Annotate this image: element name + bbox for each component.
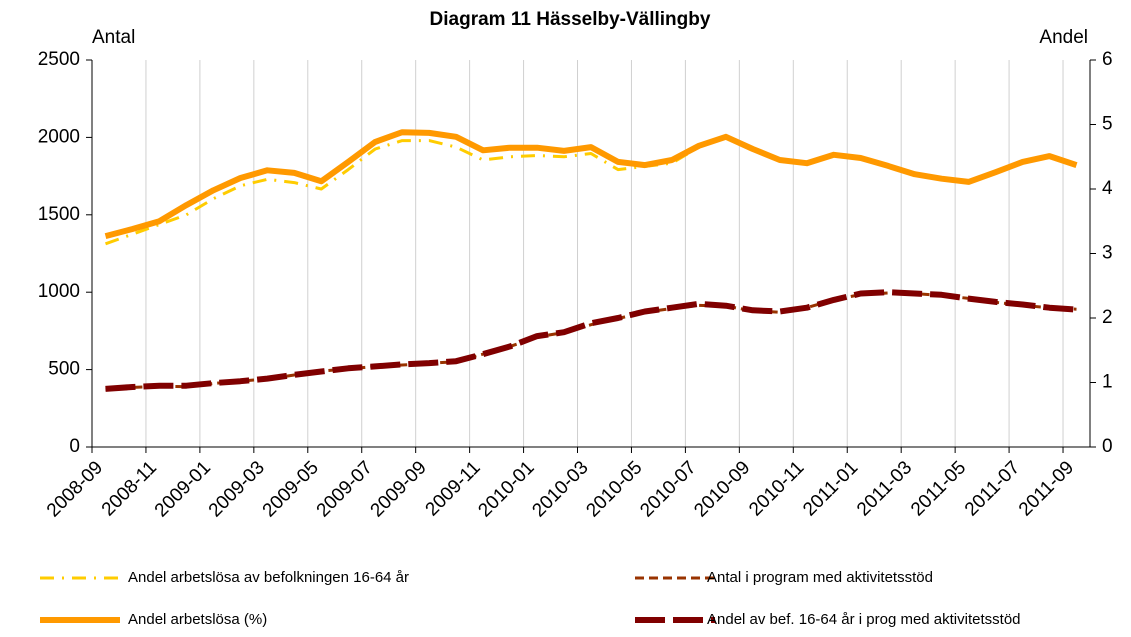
x-tick-label: 2010-03 <box>528 457 592 521</box>
legend-label: Antal i program med aktivitetsstöd <box>707 569 933 586</box>
y-tick-label: 2000 <box>38 126 80 147</box>
x-tick-label: 2010-07 <box>636 457 700 521</box>
x-tick-label: 2009-07 <box>313 457 377 521</box>
legend-label: Andel arbetslösa av befolkningen 16-64 å… <box>128 569 409 586</box>
y2-tick-label: 0 <box>1102 436 1113 457</box>
y-tick-label: 0 <box>69 436 80 457</box>
y2-tick-label: 3 <box>1102 243 1113 264</box>
y-axis-label: Antal <box>92 27 135 48</box>
y2-tick-label: 1 <box>1102 372 1113 393</box>
x-tick-label: 2009-05 <box>259 457 323 521</box>
y-tick-label: 1000 <box>38 281 80 302</box>
x-tick-label: 2008-09 <box>43 457 107 521</box>
x-tick-label: 2010-09 <box>690 457 754 521</box>
x-tick-label: 2011-05 <box>907 457 970 520</box>
legend-label: Andel av bef. 16-64 år i prog med aktivi… <box>707 611 1021 628</box>
x-tick-label: 2011-07 <box>961 457 1024 520</box>
y2-tick-label: 5 <box>1102 114 1113 135</box>
x-tick-label: 2010-11 <box>745 457 808 520</box>
x-tick-label: 2009-11 <box>422 457 485 520</box>
line-series <box>104 129 1078 240</box>
x-tick-label: 2011-09 <box>1015 457 1078 520</box>
line-series <box>105 291 1077 392</box>
x-tick-label: 2010-01 <box>474 457 538 521</box>
y2-tick-label: 2 <box>1102 307 1113 328</box>
x-tick-label: 2008-11 <box>98 457 161 520</box>
chart-title: Diagram 11 Hässelby-Vällingby <box>430 9 711 30</box>
y-tick-label: 2500 <box>38 49 80 70</box>
y-tick-label: 500 <box>48 359 80 380</box>
legend-label: Andel arbetslösa (%) <box>128 611 267 628</box>
x-tick-label: 2009-09 <box>367 457 431 521</box>
x-tick-label: 2010-05 <box>582 457 646 521</box>
x-tick-label: 2011-03 <box>853 457 916 520</box>
y2-tick-label: 4 <box>1102 178 1113 199</box>
x-tick-label: 2009-01 <box>151 457 215 521</box>
x-tick-label: 2009-03 <box>205 457 269 521</box>
y2-tick-label: 6 <box>1102 49 1113 70</box>
line-series <box>104 135 727 246</box>
y2-axis-label: Andel <box>1039 27 1088 48</box>
y-tick-label: 1500 <box>38 204 80 225</box>
x-tick-label: 2011-01 <box>799 457 862 520</box>
line-series <box>105 289 1077 392</box>
